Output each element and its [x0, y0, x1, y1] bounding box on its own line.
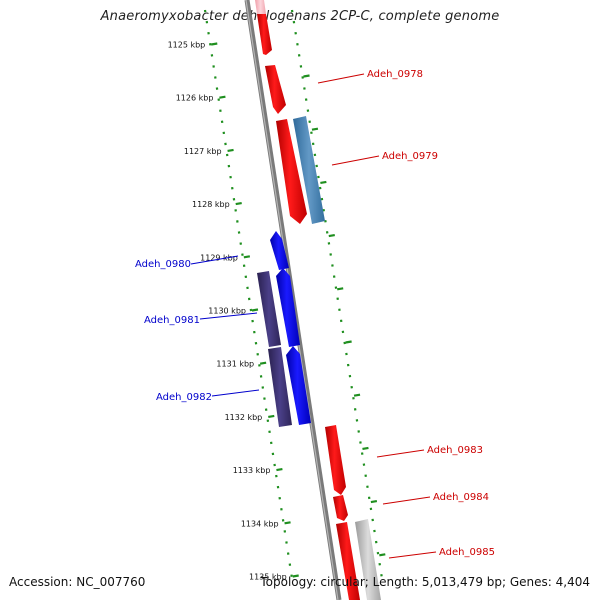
ruler-tick-outer	[320, 180, 327, 184]
leader-line	[211, 389, 260, 397]
ruler-tick-label: 1131 kbp	[216, 360, 254, 369]
label-adeh-0982[interactable]: Adeh_0982	[156, 392, 212, 403]
ruler-tick-label: 1127 kbp	[184, 147, 222, 156]
ruler-tick	[227, 148, 234, 152]
ruler-tick-outer	[345, 340, 352, 344]
label-adeh-0978[interactable]: Adeh_0978	[367, 69, 423, 80]
ruler-tick	[276, 468, 283, 472]
leader-line	[190, 255, 239, 265]
ruler-tick-outer	[379, 553, 386, 557]
reverse-gene-track	[270, 231, 311, 425]
leader-line	[199, 312, 258, 320]
ruler-tick-outer	[370, 500, 378, 504]
ruler-tick-label: 1132 kbp	[225, 413, 263, 422]
label-adeh-0980[interactable]: Adeh_0980	[135, 259, 191, 270]
ruler-tick-outer	[353, 393, 361, 397]
feature-block-steel	[293, 116, 325, 224]
gene-arrow-pink	[255, 0, 266, 14]
ruler-tick-label: 1128 kbp	[192, 200, 230, 209]
label-adeh-0981[interactable]: Adeh_0981	[144, 315, 200, 326]
ruler-tick	[259, 361, 267, 365]
ruler-tick	[235, 202, 242, 206]
gene-arrow-adeh-0979	[276, 119, 307, 224]
ruler-tick-outer	[328, 234, 335, 238]
ruler-tick-outer	[362, 446, 369, 450]
label-adeh-0985[interactable]: Adeh_0985	[439, 547, 495, 558]
gene-arrow-adeh-0983	[325, 425, 346, 495]
feature-block-grey	[355, 519, 381, 600]
ruler-tick	[292, 574, 299, 578]
gene-labels: Adeh_0978 Adeh_0979 Adeh_0983 Adeh_0984 …	[135, 69, 495, 559]
ruler-tick-label: 1129 kbp	[200, 253, 238, 262]
ruler-tick-label: 1133 kbp	[233, 466, 271, 475]
ruler-tick	[211, 42, 218, 46]
ruler: 1125 kbp 1126 kbp 1127 kbp 1128 kbp 1129 kbp…	[168, 41, 386, 582]
gene-arrow-adeh-0978	[265, 65, 286, 114]
ruler-tick-label: 1130 kbp	[208, 307, 246, 316]
leader-line	[331, 155, 380, 166]
leader-line	[317, 73, 365, 84]
ruler-tick	[284, 521, 291, 525]
genome-summary-text: Topology: circular; Length: 5,013,479 bp…	[260, 575, 590, 589]
ruler-tick-label: 1125 kbp	[168, 41, 206, 50]
label-adeh-0979[interactable]: Adeh_0979	[382, 151, 438, 162]
map-title: Anaeromyxobacter dehalogenans 2CP-C, com…	[100, 9, 500, 24]
ruler-tick-outer	[337, 287, 344, 291]
gene-arrow-adeh-0985	[336, 522, 360, 600]
feature-block-purple-2	[268, 347, 292, 427]
forward-gene-track	[255, 0, 360, 600]
ruler-tick	[243, 255, 251, 259]
accession-text: Accession: NC_007760	[9, 575, 146, 589]
leader-line	[382, 496, 431, 505]
ruler-tick-label: 1134 kbp	[241, 519, 279, 528]
gene-arrow-adeh-0980	[270, 231, 289, 270]
ruler-tick	[268, 414, 275, 418]
ruler-tick-outer	[303, 74, 310, 78]
gene-arrow-adeh-0982	[286, 346, 311, 425]
gene-arrow-adeh-0981	[276, 268, 300, 347]
feature-track	[257, 116, 381, 600]
leader-line	[388, 551, 437, 559]
gene-arrow-adeh-0977	[257, 14, 272, 55]
ruler-tick-label: 1135 kbp	[249, 573, 287, 582]
ruler-tick-outer	[311, 127, 319, 131]
feature-block-purple-1	[257, 271, 281, 347]
label-adeh-0983[interactable]: Adeh_0983	[427, 445, 483, 456]
ruler-tick	[251, 308, 259, 312]
ruler-tick	[219, 95, 226, 99]
ruler-tick-label: 1126 kbp	[176, 94, 214, 103]
leader-line	[376, 449, 425, 458]
label-adeh-0984[interactable]: Adeh_0984	[433, 492, 489, 503]
gene-arrow-adeh-0984	[333, 495, 348, 521]
